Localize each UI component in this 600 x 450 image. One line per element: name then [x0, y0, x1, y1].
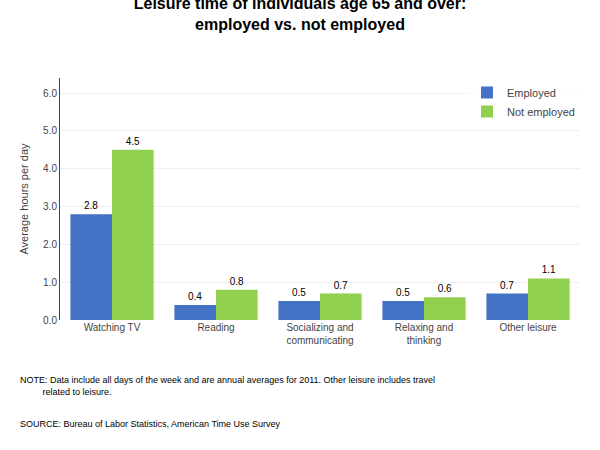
svg-text:0.0: 0.0: [43, 315, 57, 326]
svg-text:Employed: Employed: [507, 87, 556, 99]
svg-text:6.0: 6.0: [43, 88, 57, 99]
svg-text:0.4: 0.4: [188, 291, 202, 302]
svg-text:0.5: 0.5: [396, 287, 410, 298]
svg-text:4.0: 4.0: [43, 163, 57, 174]
svg-text:Relaxing andthinking: Relaxing andthinking: [395, 322, 453, 346]
svg-text:0.7: 0.7: [500, 280, 514, 291]
svg-text:4.5: 4.5: [126, 136, 140, 147]
svg-text:3.0: 3.0: [43, 201, 57, 212]
svg-text:Leisure time of individuals ag: Leisure time of individuals age 65 and o…: [134, 0, 467, 33]
svg-text:2.0: 2.0: [43, 239, 57, 250]
svg-text:Other leisure: Other leisure: [499, 322, 557, 333]
svg-text:2.8: 2.8: [84, 200, 98, 211]
svg-text:0.7: 0.7: [334, 280, 348, 291]
svg-text:0.5: 0.5: [292, 287, 306, 298]
svg-text:Socializing andcommunicating: Socializing andcommunicating: [286, 322, 353, 346]
svg-text:0.8: 0.8: [230, 276, 244, 287]
svg-text:1.0: 1.0: [43, 277, 57, 288]
svg-text:NOTE: Data include all days of: NOTE: Data include all days of the week …: [20, 375, 435, 397]
svg-text:SOURCE: Bureau of Labor Statis: SOURCE: Bureau of Labor Statistics, Amer…: [20, 419, 281, 429]
svg-text:Reading: Reading: [197, 322, 234, 333]
svg-text:Watching TV: Watching TV: [84, 322, 141, 333]
svg-text:0.6: 0.6: [438, 283, 452, 294]
svg-text:5.0: 5.0: [43, 125, 57, 136]
svg-text:Not employed: Not employed: [507, 106, 575, 118]
svg-text:Average hours per day: Average hours per day: [18, 143, 30, 255]
svg-text:1.1: 1.1: [542, 264, 556, 275]
